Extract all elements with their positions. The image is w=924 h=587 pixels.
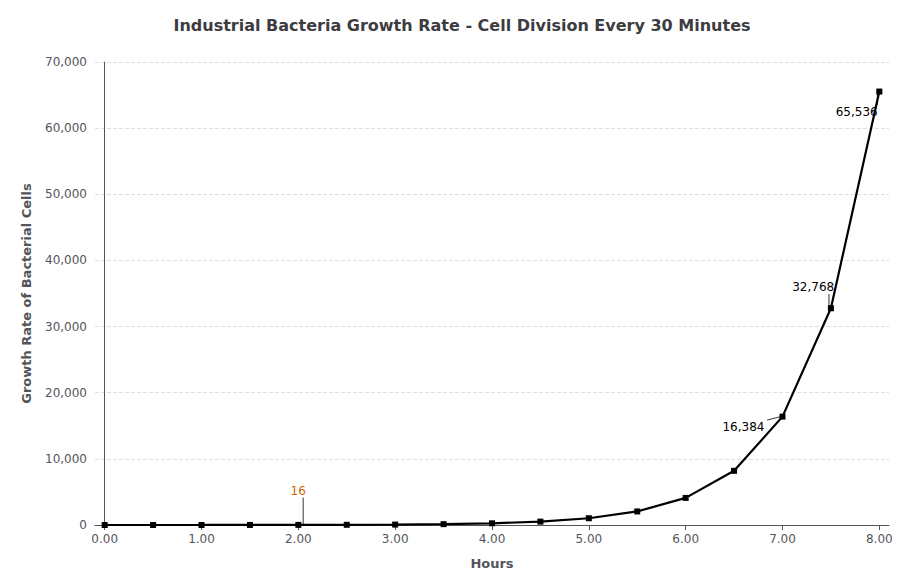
svg-text:0.00: 0.00 — [91, 532, 118, 546]
svg-text:16,384: 16,384 — [722, 420, 764, 434]
svg-text:60,000: 60,000 — [45, 121, 87, 135]
svg-text:4.00: 4.00 — [479, 532, 506, 546]
svg-text:10,000: 10,000 — [45, 452, 87, 466]
svg-text:30,000: 30,000 — [45, 320, 87, 334]
svg-text:20,000: 20,000 — [45, 386, 87, 400]
svg-text:16: 16 — [291, 484, 306, 498]
svg-text:0: 0 — [79, 518, 87, 532]
svg-text:6.00: 6.00 — [672, 532, 699, 546]
svg-text:Growth Rate of Bacterial Cells: Growth Rate of Bacterial Cells — [19, 183, 34, 404]
svg-text:Industrial Bacteria Growth Rat: Industrial Bacteria Growth Rate - Cell D… — [173, 16, 750, 35]
svg-text:40,000: 40,000 — [45, 253, 87, 267]
svg-text:5.00: 5.00 — [575, 532, 602, 546]
svg-text:7.00: 7.00 — [769, 532, 796, 546]
svg-text:3.00: 3.00 — [382, 532, 409, 546]
svg-text:Hours: Hours — [470, 556, 513, 571]
svg-text:32,768: 32,768 — [792, 280, 834, 294]
svg-text:65,536: 65,536 — [836, 105, 878, 119]
svg-text:2.00: 2.00 — [285, 532, 312, 546]
svg-text:70,000: 70,000 — [45, 55, 87, 69]
svg-text:1.00: 1.00 — [188, 532, 215, 546]
svg-text:8.00: 8.00 — [866, 532, 893, 546]
svg-text:50,000: 50,000 — [45, 187, 87, 201]
